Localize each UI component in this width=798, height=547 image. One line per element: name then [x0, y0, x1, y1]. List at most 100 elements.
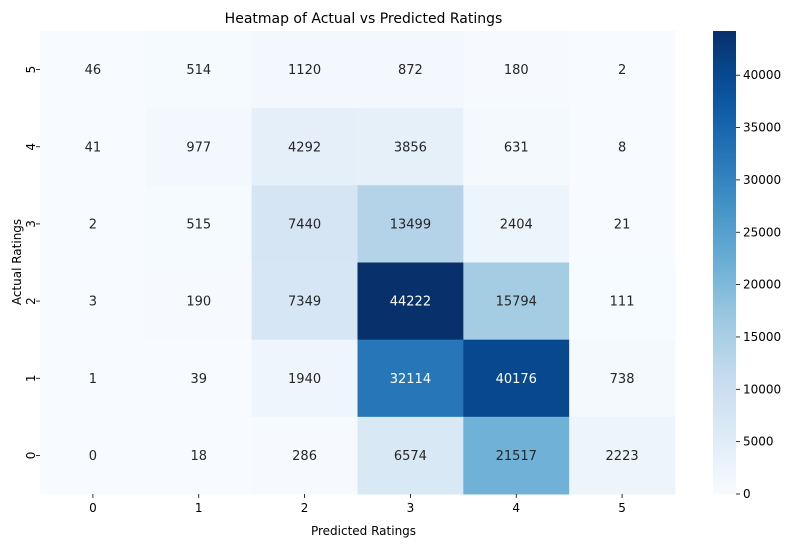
heatmap-cell [145, 185, 253, 263]
heatmap-cell [251, 339, 358, 418]
cell-value-label: 515 [186, 217, 211, 232]
cell-value-label: 180 [504, 63, 529, 78]
x-tick-label: 0 [89, 501, 97, 515]
cell-value-label: 4292 [288, 140, 321, 155]
heatmap-cell [251, 262, 358, 341]
heatmap-cell [40, 339, 147, 418]
colorbar-tick-label: 25000 [743, 225, 781, 239]
y-tick-label: 0 [24, 452, 38, 460]
cell-value-label: 8 [618, 140, 626, 155]
y-tick-label: 4 [24, 143, 38, 151]
heatmap-cell [145, 31, 253, 109]
colorbar-tick-label: 0 [743, 487, 751, 501]
cell-value-label: 40176 [496, 372, 537, 387]
heatmap-cell [251, 108, 358, 186]
cell-value-label: 46 [85, 63, 102, 78]
heatmap-cell [569, 339, 676, 418]
colorbar-tick-label: 30000 [743, 173, 781, 187]
cell-value-label: 1120 [288, 63, 321, 78]
cell-value-label: 7440 [288, 217, 321, 232]
heatmap-cell [357, 31, 464, 109]
cell-value-label: 21 [614, 217, 631, 232]
x-tick-label: 5 [618, 501, 626, 515]
cell-value-label: 18 [190, 449, 207, 464]
colorbar: 0 5000 10000 15000 20000 25000 30000 35000 40000 [713, 31, 781, 501]
heatmap-cell [40, 262, 147, 341]
y-tick-label: 3 [24, 220, 38, 228]
colorbar-tick-label: 5000 [743, 435, 774, 449]
cell-value-label: 286 [292, 449, 317, 464]
cell-value-label: 1940 [288, 372, 321, 387]
x-tick-label: 3 [407, 501, 415, 515]
x-tick-label: 4 [512, 501, 520, 515]
heatmap-cell [357, 262, 464, 341]
y-tick-label: 5 [24, 66, 38, 74]
heatmap-cell [463, 262, 570, 341]
x-tick-label: 1 [195, 501, 203, 515]
heatmap-cell [40, 108, 147, 186]
cell-value-label: 2 [89, 217, 97, 232]
heatmap-cell [145, 339, 253, 418]
y-axis: 5 4 3 2 1 0 [24, 66, 40, 459]
heatmap-cell [357, 185, 464, 263]
x-axis: 0 1 2 3 4 5 [89, 494, 626, 515]
heatmap-cell [251, 416, 358, 495]
heatmap-cell [40, 185, 147, 263]
heatmap-cell [569, 262, 676, 341]
heatmap-cell [463, 339, 570, 418]
y-tick-label: 2 [24, 297, 38, 305]
cell-value-label: 44222 [390, 295, 431, 310]
cell-value-label: 7349 [288, 295, 321, 310]
heatmap-cell [357, 339, 464, 418]
colorbar-tick-label: 20000 [743, 278, 781, 292]
y-tick-label: 1 [24, 374, 38, 382]
heatmap-cell [463, 185, 570, 263]
heatmap-cell [145, 416, 253, 495]
heatmap-cell [145, 262, 253, 341]
cell-value-label: 0 [89, 449, 97, 464]
cell-value-label: 6574 [394, 449, 427, 464]
cell-value-label: 111 [610, 295, 635, 310]
cell-value-label: 2223 [606, 449, 639, 464]
cell-value-label: 2 [618, 63, 626, 78]
cell-value-label: 3 [89, 295, 97, 310]
heatmap-cell [569, 31, 676, 109]
heatmap-cell [569, 416, 676, 495]
heatmap-cell [357, 416, 464, 495]
y-axis-label: Actual Ratings [10, 219, 24, 305]
cell-value-label: 15794 [496, 295, 537, 310]
heatmap-cells: 46 514 1120 872 180 241 977 4292 3856 631 82 515 744… [40, 31, 676, 495]
cell-value-label: 872 [398, 63, 423, 78]
heatmap-cell [357, 108, 464, 186]
cell-value-label: 39 [190, 372, 207, 387]
colorbar-tick-label: 35000 [743, 121, 781, 135]
cell-value-label: 514 [186, 63, 211, 78]
cell-value-label: 738 [610, 372, 635, 387]
cell-value-label: 2404 [500, 217, 533, 232]
cell-value-label: 21517 [496, 449, 537, 464]
chart-title: Heatmap of Actual vs Predicted Ratings [225, 11, 503, 27]
cell-value-label: 631 [504, 140, 529, 155]
heatmap-cell [463, 31, 570, 109]
heatmap-cell [251, 185, 358, 263]
colorbar-gradient [713, 31, 736, 494]
cell-value-label: 1 [89, 372, 97, 387]
x-tick-label: 2 [301, 501, 309, 515]
cell-value-label: 190 [186, 295, 211, 310]
heatmap-cell [569, 185, 676, 263]
heatmap-cell [463, 108, 570, 186]
heatmap-cell [463, 416, 570, 495]
heatmap-cell [569, 108, 676, 186]
cell-value-label: 32114 [390, 372, 431, 387]
x-axis-label: Predicted Ratings [311, 524, 416, 538]
colorbar-tick-label: 40000 [743, 68, 781, 82]
heatmap-cell [40, 416, 147, 495]
cell-value-label: 977 [186, 140, 211, 155]
cell-value-label: 3856 [394, 140, 427, 155]
cell-value-label: 13499 [390, 217, 431, 232]
heatmap-cell [145, 108, 253, 186]
cell-value-label: 41 [85, 140, 102, 155]
colorbar-tick-label: 15000 [743, 330, 781, 344]
colorbar-tick-label: 10000 [743, 382, 781, 396]
